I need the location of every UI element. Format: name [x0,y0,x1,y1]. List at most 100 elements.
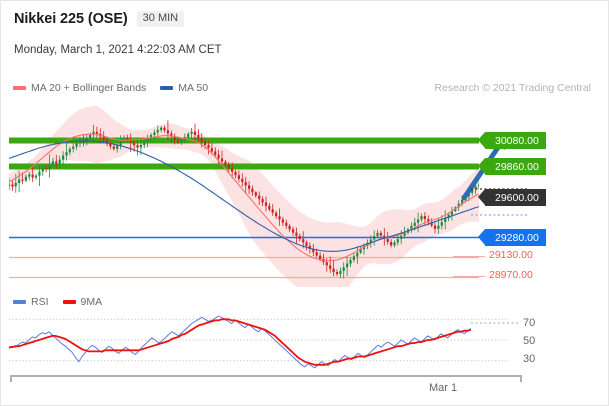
candle-body [275,212,278,217]
price-label-support-5: 28970.00 [489,269,533,281]
candle-body [298,235,301,239]
rsi-9ma-line [9,318,472,366]
candle-body [264,202,268,206]
bollinger-band-area [9,105,479,287]
candle-body [410,225,413,230]
price-tag-last-price[interactable]: 29600.00 [478,189,546,206]
candle-body [136,145,139,148]
ma50-line [9,140,479,252]
candle-body [383,235,386,239]
candle-body [18,179,21,183]
candle-body [119,141,122,146]
rsi-legend: RSI 9MA [13,296,116,308]
candle-body [237,175,240,179]
candle-body [413,222,416,226]
candle-body [62,155,65,160]
candle-body [160,127,163,130]
candle-body [376,232,379,237]
candle-body [89,135,92,139]
candle-body [231,168,234,172]
candle-body [122,137,125,142]
candle-body [302,239,305,243]
timeframe-badge[interactable]: 30 MIN [136,11,185,27]
candle-body [227,165,230,169]
title-row: Nikkei 225 (OSE) 30 MIN [14,11,185,27]
candle-body [109,143,112,147]
candle-body [400,235,403,239]
candle-body [190,131,193,134]
candle-body [308,245,311,249]
candle-body [170,133,173,137]
copyright-text: Research © 2021 Trading Central [434,82,591,94]
candle-body [14,182,17,187]
page-title: Nikkei 225 (OSE) [14,11,128,27]
legend-item-rsi[interactable]: RSI [13,296,49,308]
candle-body [187,133,190,138]
candle-body [105,140,109,144]
candle-body [204,141,207,145]
candle-body [41,168,44,172]
candle-body [48,164,51,170]
candle-body [356,252,359,257]
rsi-chart-panel[interactable] [1,309,608,371]
ma20-line [9,133,479,262]
candle-body [173,136,176,141]
legend-swatch-rsi [13,300,26,304]
candle-body [149,135,153,139]
price-legend: MA 20 + Bollinger Bands MA 50 [13,82,222,94]
legend-item-ma20[interactable]: MA 20 + Bollinger Bands [13,82,146,94]
candle-body [417,219,420,223]
candle-body [450,211,453,215]
legend-item-ma50[interactable]: MA 50 [160,82,208,94]
candle-body [68,148,71,153]
candle-body [193,131,197,135]
x-axis-bracket[interactable] [10,375,522,382]
candle-body [214,151,217,155]
candle-body [325,262,328,266]
candle-body [477,184,479,187]
candle-body [126,137,129,141]
rsi-axis-label-70: 70 [523,317,536,329]
candle-body [335,272,339,275]
candle-body [102,136,105,141]
candle-body [34,175,38,178]
candle-body [180,140,183,143]
legend-item-9ma[interactable]: 9MA [62,296,102,308]
candle-body [369,239,372,243]
candle-body [75,143,78,147]
candle-body [248,185,251,189]
legend-swatch-9ma [62,300,76,304]
candle-body [197,135,200,139]
candle-body [332,268,335,273]
candle-body [207,144,210,149]
candle-body [220,158,224,162]
price-tag-resistance[interactable]: 30080.00 [478,132,546,149]
price-tag-resistance[interactable]: 29860.00 [478,158,546,175]
candle-body [386,238,389,242]
price-chart-svg [9,105,528,287]
candle-body [430,222,433,226]
candle-body [288,225,291,230]
candle-body [95,131,98,134]
candle-body [437,225,440,229]
legend-swatch-ma50 [160,86,174,90]
candle-body [396,239,399,243]
rsi-axis-label-30: 30 [523,353,536,365]
candle-body [45,168,48,170]
legend-swatch-ma20 [13,86,26,90]
candle-body [427,219,430,223]
candle-body [291,229,295,233]
candle-body [210,148,213,152]
candle-body [403,232,406,236]
candle-body [278,216,281,220]
price-tag-pivot[interactable]: 29280.00 [478,229,546,246]
level-line-resistance-2 [9,163,479,170]
legend-label-rsi: RSI [31,296,49,308]
candle-body [440,222,443,226]
candle-body [244,182,247,186]
rsi-axis-label-50: 50 [523,335,536,347]
price-chart-panel[interactable]: 30080.00 29860.00 29600.00 29280.00 29130.00… [1,97,608,287]
candle-body [58,159,61,164]
chart-header: Nikkei 225 (OSE) 30 MIN Monday, March 1,… [1,1,608,73]
